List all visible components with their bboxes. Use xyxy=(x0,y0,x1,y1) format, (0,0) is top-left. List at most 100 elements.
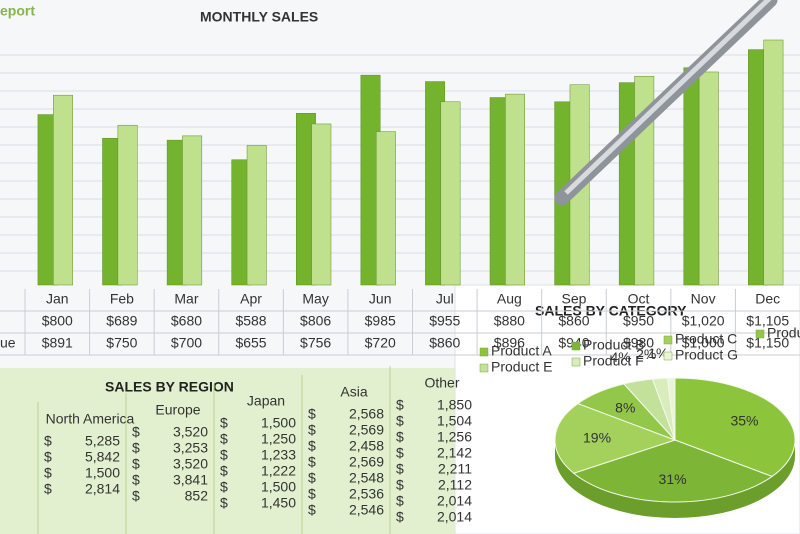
value-label: $955 xyxy=(429,313,460,329)
table-cell: 2,142 xyxy=(437,445,472,461)
report-title: eport xyxy=(0,3,35,19)
value-label: $588 xyxy=(235,313,266,329)
table-cell: 1,850 xyxy=(437,397,472,413)
value-label: $1,020 xyxy=(682,313,725,329)
value-label: $860 xyxy=(558,313,589,329)
currency-sign: $ xyxy=(44,481,52,497)
currency-sign: $ xyxy=(396,509,404,525)
x-tick-label: Jul xyxy=(436,291,454,307)
value-label: $880 xyxy=(494,313,525,329)
chart-title: MONTHLY SALES xyxy=(200,9,318,25)
column-header: Other xyxy=(424,375,459,391)
x-tick-label: Apr xyxy=(240,291,262,307)
currency-sign: $ xyxy=(396,413,404,429)
currency-sign: $ xyxy=(220,463,228,479)
bar xyxy=(246,145,267,286)
value-label: $700 xyxy=(171,335,202,351)
table-cell: 2,814 xyxy=(85,481,120,497)
x-tick-label: Nov xyxy=(691,291,716,307)
x-tick-label: Jan xyxy=(46,291,69,307)
slice-label: 4% xyxy=(611,349,631,365)
value-label: $689 xyxy=(106,313,137,329)
legend-swatch xyxy=(479,347,489,357)
x-tick-label: Dec xyxy=(755,291,780,307)
column-header: Japan xyxy=(247,393,285,409)
slice-label: 31% xyxy=(659,471,687,487)
legend-swatch xyxy=(663,335,673,345)
table-cell: 2,112 xyxy=(438,477,472,493)
table-cell: 2,014 xyxy=(437,509,472,525)
bar xyxy=(311,123,332,286)
slice-label: 8% xyxy=(615,400,635,416)
column-header: Asia xyxy=(340,384,367,400)
x-tick-label: Oct xyxy=(628,291,650,307)
currency-sign: $ xyxy=(220,495,228,511)
currency-sign: $ xyxy=(220,431,228,447)
value-label: $860 xyxy=(429,335,460,351)
bar xyxy=(182,135,203,286)
legend-swatch xyxy=(479,363,489,373)
currency-sign: $ xyxy=(132,440,140,456)
legend-swatch xyxy=(663,351,673,361)
value-label: $806 xyxy=(300,313,331,329)
value-label: $985 xyxy=(365,313,396,329)
value-label: $655 xyxy=(235,335,266,351)
table-cell: 3,253 xyxy=(173,440,208,456)
table-cell: 2,569 xyxy=(349,422,384,438)
table-cell: 3,841 xyxy=(173,472,208,488)
table-cell: 1,250 xyxy=(261,431,296,447)
table-cell: 3,520 xyxy=(173,424,208,440)
currency-sign: $ xyxy=(308,486,316,502)
table-cell: 2,568 xyxy=(349,406,384,422)
legend-swatch xyxy=(755,329,765,339)
value-label: $680 xyxy=(171,313,202,329)
pie-slice xyxy=(666,377,676,441)
currency-sign: $ xyxy=(308,470,316,486)
currency-sign: $ xyxy=(132,488,140,504)
currency-sign: $ xyxy=(308,502,316,518)
table-cell: 2,548 xyxy=(349,470,384,486)
currency-sign: $ xyxy=(308,454,316,470)
x-tick-label: Aug xyxy=(497,291,522,307)
table-cell: 5,842 xyxy=(85,449,120,465)
x-tick-label: May xyxy=(302,291,328,307)
legend-swatch xyxy=(571,357,581,367)
table-cell: 2,211 xyxy=(438,461,472,477)
value-label: $1,105 xyxy=(746,313,789,329)
table-cell: 1,256 xyxy=(437,429,472,445)
table-cell: 2,546 xyxy=(349,502,384,518)
legend-label: Product C xyxy=(675,331,737,347)
pie-slice xyxy=(554,402,677,474)
table-cell: 2,569 xyxy=(349,454,384,470)
column-header: Europe xyxy=(155,402,200,418)
pie-slice xyxy=(674,377,796,478)
currency-sign: $ xyxy=(308,438,316,454)
currency-sign: $ xyxy=(396,445,404,461)
bar xyxy=(763,39,784,286)
currency-sign: $ xyxy=(308,406,316,422)
currency-sign: $ xyxy=(44,449,52,465)
table-cell: 5,285 xyxy=(85,433,120,449)
table-cell: 2,536 xyxy=(349,486,384,502)
legend-label: Product F xyxy=(583,353,644,369)
bar xyxy=(505,93,525,286)
currency-sign: $ xyxy=(132,456,140,472)
table-cell: 852 xyxy=(185,488,209,504)
bar xyxy=(375,131,396,286)
table-cell: 1,500 xyxy=(261,479,296,495)
legend-label: Product B xyxy=(583,337,644,353)
legend-label: Produc xyxy=(767,325,800,341)
value-label: $891 xyxy=(42,335,73,351)
currency-sign: $ xyxy=(396,493,404,509)
slice-label: 1% xyxy=(648,345,668,361)
currency-sign: $ xyxy=(220,447,228,463)
value-label: $750 xyxy=(106,335,137,351)
value-label: $1,000 xyxy=(682,335,725,351)
pie-slice xyxy=(572,439,774,503)
bar xyxy=(698,71,719,286)
table-title: SALES BY REGION xyxy=(105,379,234,395)
value-label: $1,150 xyxy=(746,335,789,351)
currency-sign: $ xyxy=(396,477,404,493)
